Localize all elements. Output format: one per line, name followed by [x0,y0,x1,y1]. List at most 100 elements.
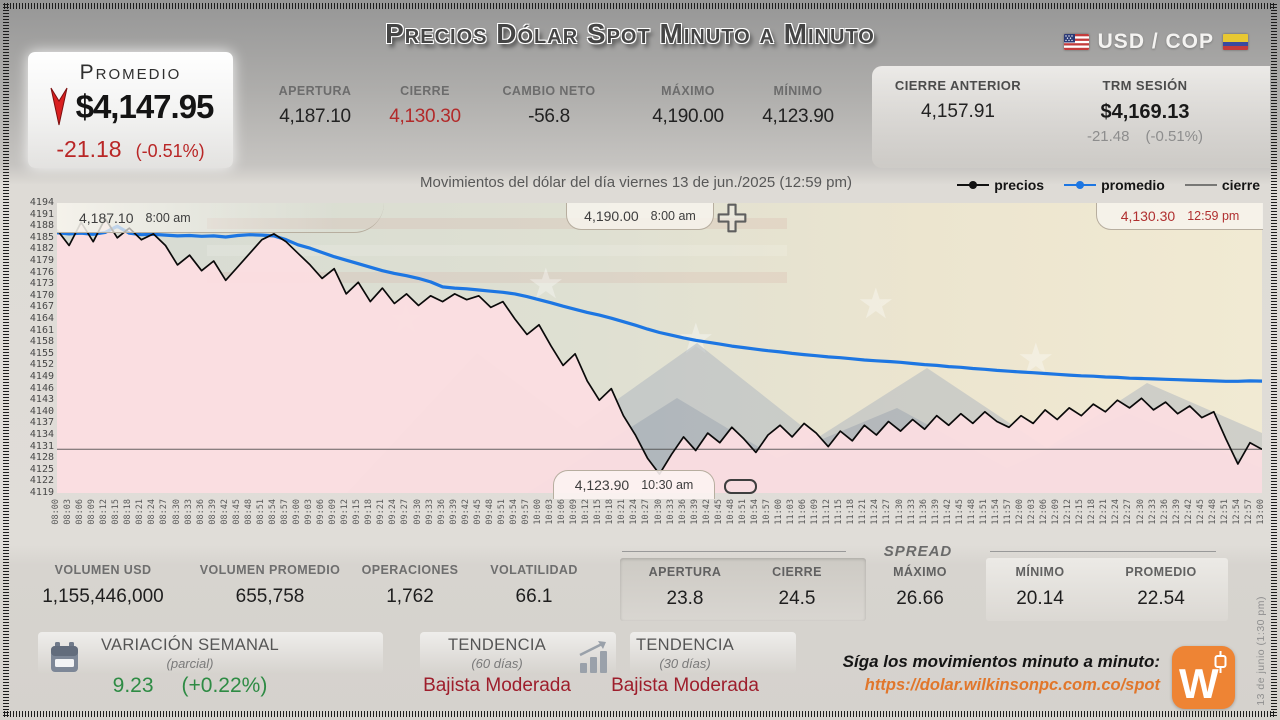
stat-value: 23.8 [666,588,704,609]
x-tick-label: 09:15 [352,499,363,525]
spread-promedio: PROMEDIO 22.54 [1096,565,1226,610]
x-tick-label: 12:45 [1195,499,1206,525]
x-tick-label: 10:36 [677,499,688,525]
trend-sublabel: (60 días) [471,656,523,671]
stat-value: 24.5 [778,588,816,609]
x-tick-label: 09:57 [520,499,531,525]
promedio-value: $4,147.95 [75,88,215,125]
x-tick-label: 12:18 [1087,499,1098,525]
trend-60-days: TENDENCIA (60 días) [407,636,587,671]
currency-pair-badge: USD / COP [1063,30,1248,54]
trend-chart-icon [579,641,607,673]
stat-value: 4,157.91 [921,101,995,122]
stat-maximo: MÁXIMO 4,190.00 [623,84,753,128]
stat-value: 1,155,446,000 [42,586,164,607]
stat-cambio-neto: CAMBIO NETO -56.8 [484,84,614,128]
highlight-card [872,66,1270,168]
footer-card [38,632,383,674]
x-tick-label: 08:24 [147,499,158,525]
chart-legend: precios promedio cierre [957,177,1260,193]
x-tick-label: 08:18 [123,499,134,525]
x-tick-label: 08:00 [51,499,61,525]
x-tick-label: 11:42 [942,499,953,525]
x-tick-label: 11:21 [858,499,869,525]
stat-volumen-promedio: VOLUMEN PROMEDIO 655,758 [185,563,355,608]
x-tick-label: 09:33 [424,499,435,525]
legend-label: precios [994,177,1045,193]
stat-value: 26.66 [896,588,944,609]
spread-minimo: MÍNIMO 20.14 [975,565,1105,610]
x-tick-label: 11:06 [798,499,809,525]
follow-block: Síga los movimientos minuto a minuto: ht… [810,650,1160,697]
stat-label: PROMEDIO [1125,565,1197,579]
y-tick-label: 4125 [29,463,54,475]
x-tick-label: 09:21 [376,499,387,525]
annotation-time: 10:30 am [641,478,694,492]
spread-divider [622,551,846,552]
x-tick-label: 10:21 [617,499,628,525]
x-tick-label: 10:45 [713,499,724,525]
stat-value: -56.8 [528,106,570,127]
x-tick-label: 11:45 [954,499,965,525]
x-tick-label: 08:06 [75,499,86,525]
y-tick-label: 4158 [29,336,54,348]
logo-letter: W [1179,660,1219,707]
spread-cierre: CIERRE 24.5 [732,565,862,610]
candlestick-icon [1214,651,1227,673]
price-area-fill [57,218,1262,493]
x-tick-label: 11:36 [918,499,929,525]
spread-apertura: APERTURA 23.8 [620,565,750,610]
crosshair-icon[interactable] [716,202,748,234]
x-tick-label: 11:57 [1002,499,1013,525]
x-tick-label: 12:42 [1183,499,1194,525]
x-tick-label: 08:39 [207,499,218,525]
spread-maximo: MÁXIMO 26.66 [855,565,985,610]
wilkinson-logo[interactable]: W [1172,646,1235,709]
legend-item-precios[interactable]: precios [957,177,1044,193]
legend-item-promedio[interactable]: promedio [1064,177,1165,193]
x-tick-label: 09:03 [304,499,315,525]
x-tick-label: 09:09 [328,499,339,525]
stat-value: 22.54 [1137,588,1185,609]
x-tick-label: 08:36 [195,499,206,525]
annotation-open: 4,187.10 8:00 am [57,203,384,233]
trend-sublabel: (30 días) [659,656,711,671]
weekly-variation-values: 9.23 (+0.22%) [90,674,290,698]
x-tick-label: 10:09 [569,499,580,525]
x-tick-label: 11:33 [906,499,917,525]
stat-value: 4,187.10 [279,106,351,127]
legend-item-cierre[interactable]: cierre [1184,177,1260,193]
annotation-high: 4,190.00 8:00 am [566,203,714,230]
pair-label: USD / COP [1097,30,1214,53]
x-tick-label: 09:39 [448,499,459,525]
promedio-label: Promedio [79,61,182,84]
annotation-low: 4,123.90 10:30 am [553,470,715,499]
x-tick-label: 12:27 [1123,499,1134,525]
stat-label: VOLUMEN USD [54,563,152,577]
x-tick-label: 10:54 [749,499,760,525]
promedio-card: Promedio $4,147.95 -21.18 (-0.51%) [28,52,233,168]
x-tick-label: 10:27 [641,499,652,525]
stat-trm-sesion: TRM SESIÓN $4,169.13 -21.48 (-0.51%) [1055,78,1235,145]
oval-marker-icon[interactable] [724,479,757,494]
x-tick-label: 12:06 [1039,499,1050,525]
stat-label: CIERRE ANTERIOR [894,78,1022,93]
x-tick-label: 12:03 [1027,499,1038,525]
trm-change: -21.48 [1086,128,1130,145]
stat-label: APERTURA [278,84,352,98]
stat-label: CIERRE [400,84,450,98]
x-tick-label: 12:57 [1243,499,1254,525]
follow-text: Síga los movimientos minuto a minuto: [842,652,1160,671]
x-tick-label: 10:06 [557,499,568,525]
x-tick-label: 12:30 [1135,499,1146,525]
weekly-variation-value: 9.23 [112,674,154,697]
follow-url-link[interactable]: https://dolar.wilkinsonpc.com.co/spot [864,676,1160,694]
x-tick-label: 09:45 [472,499,483,525]
stat-value: 1,762 [386,586,434,607]
x-tick-label: 10:03 [545,499,556,525]
trm-change-pct: (-0.51%) [1145,128,1204,145]
price-chart[interactable]: ★★★ ★★★ [57,203,1262,493]
y-tick-label: 4164 [29,313,54,324]
stat-label: MÁXIMO [893,565,947,579]
stat-value: 4,190.00 [652,106,724,127]
